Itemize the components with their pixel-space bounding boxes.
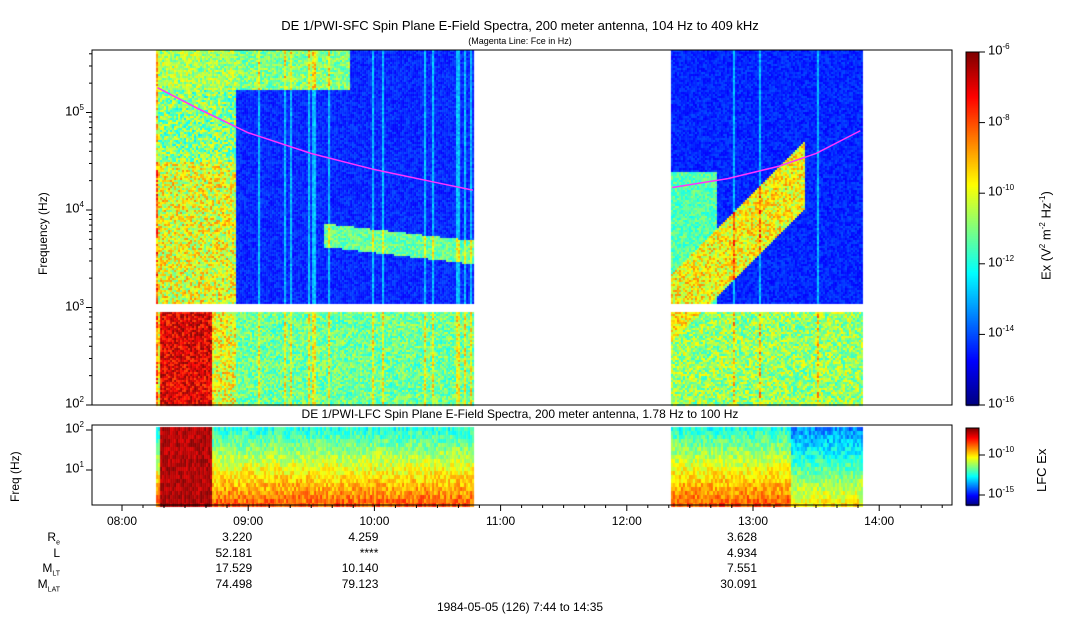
y-tick-label: 102: [65, 395, 84, 411]
top-ylabel: Frequency (Hz): [36, 192, 50, 275]
bottom-ylabel: Freq (Hz): [8, 451, 22, 502]
colorbar-tick-label: 10-8: [988, 112, 1010, 128]
colorbar-tick-label: 10-12: [988, 253, 1015, 270]
fce-line: [156, 86, 473, 191]
x-tick-label: 13:00: [737, 514, 769, 528]
x-tick-label: 08:00: [106, 514, 138, 528]
y-tick-label: 103: [65, 297, 84, 313]
top-title: DE 1/PWI-SFC Spin Plane E-Field Spectra,…: [281, 18, 759, 33]
ephemeris-value: 52.181: [215, 545, 253, 560]
fce-line: [672, 130, 861, 189]
colorbar-label: Ex (V2 m-2 Hz-1): [1038, 191, 1054, 280]
x-tick-label: 14:00: [864, 514, 895, 528]
y-tick-label: 105: [65, 102, 84, 118]
ephemeris-value: 30.091: [720, 576, 757, 591]
lfc-colorbar-tick-label: 10-15: [988, 485, 1015, 501]
colorbar-tick-label: 10-6: [988, 42, 1010, 58]
ephemeris-value: ****: [359, 545, 379, 560]
lfc-colorbar-tick-label: 10-10: [988, 445, 1015, 461]
colorbar-tick-label: 10-10: [988, 183, 1015, 199]
ephemeris-value: 3.628: [726, 530, 757, 544]
ephemeris-label: Re: [47, 530, 60, 547]
top-plot-frame: [91, 49, 953, 406]
top-subtitle: (Magenta Line: Fce in Hz): [468, 36, 572, 46]
colorbar-tick-label: 10-14: [988, 324, 1015, 340]
y-tick-label: 101: [65, 460, 84, 476]
ephemeris-value: 17.529: [215, 561, 253, 575]
bottom-plot-frame: [91, 424, 953, 506]
lfc-colorbar-label: LFC Ex: [1034, 448, 1049, 492]
ephemeris-value: 3.220: [222, 530, 253, 544]
y-tick-label: 102: [65, 420, 84, 436]
x-tick-label: 09:00: [233, 514, 264, 528]
footer-date-range: 1984-05-05 (126) 7:44 to 14:35: [436, 600, 604, 614]
colorbar-frame: [965, 51, 980, 406]
y-tick-label: 104: [65, 200, 84, 216]
x-tick-label: 11:00: [486, 514, 516, 528]
lfc-colorbar-frame: [965, 427, 980, 506]
ephemeris-value: 4.934: [726, 545, 757, 560]
ephemeris-value: 4.259: [348, 530, 379, 544]
ephemeris-label: MLAT: [37, 576, 60, 593]
colorbar-tick-label: 10-16: [988, 395, 1015, 411]
ephemeris-label: L: [53, 545, 60, 560]
ephemeris-value: 10.140: [341, 561, 379, 575]
ephemeris-label: MLT: [42, 561, 60, 578]
bottom-title: DE 1/PWI-LFC Spin Plane E-Field Spectra,…: [301, 407, 739, 421]
x-tick-label: 10:00: [359, 514, 390, 528]
ephemeris-value: 79.123: [341, 576, 379, 591]
ephemeris-value: 7.551: [726, 561, 757, 575]
ephemeris-value: 74.498: [215, 576, 253, 591]
x-tick-label: 12:00: [611, 514, 642, 528]
